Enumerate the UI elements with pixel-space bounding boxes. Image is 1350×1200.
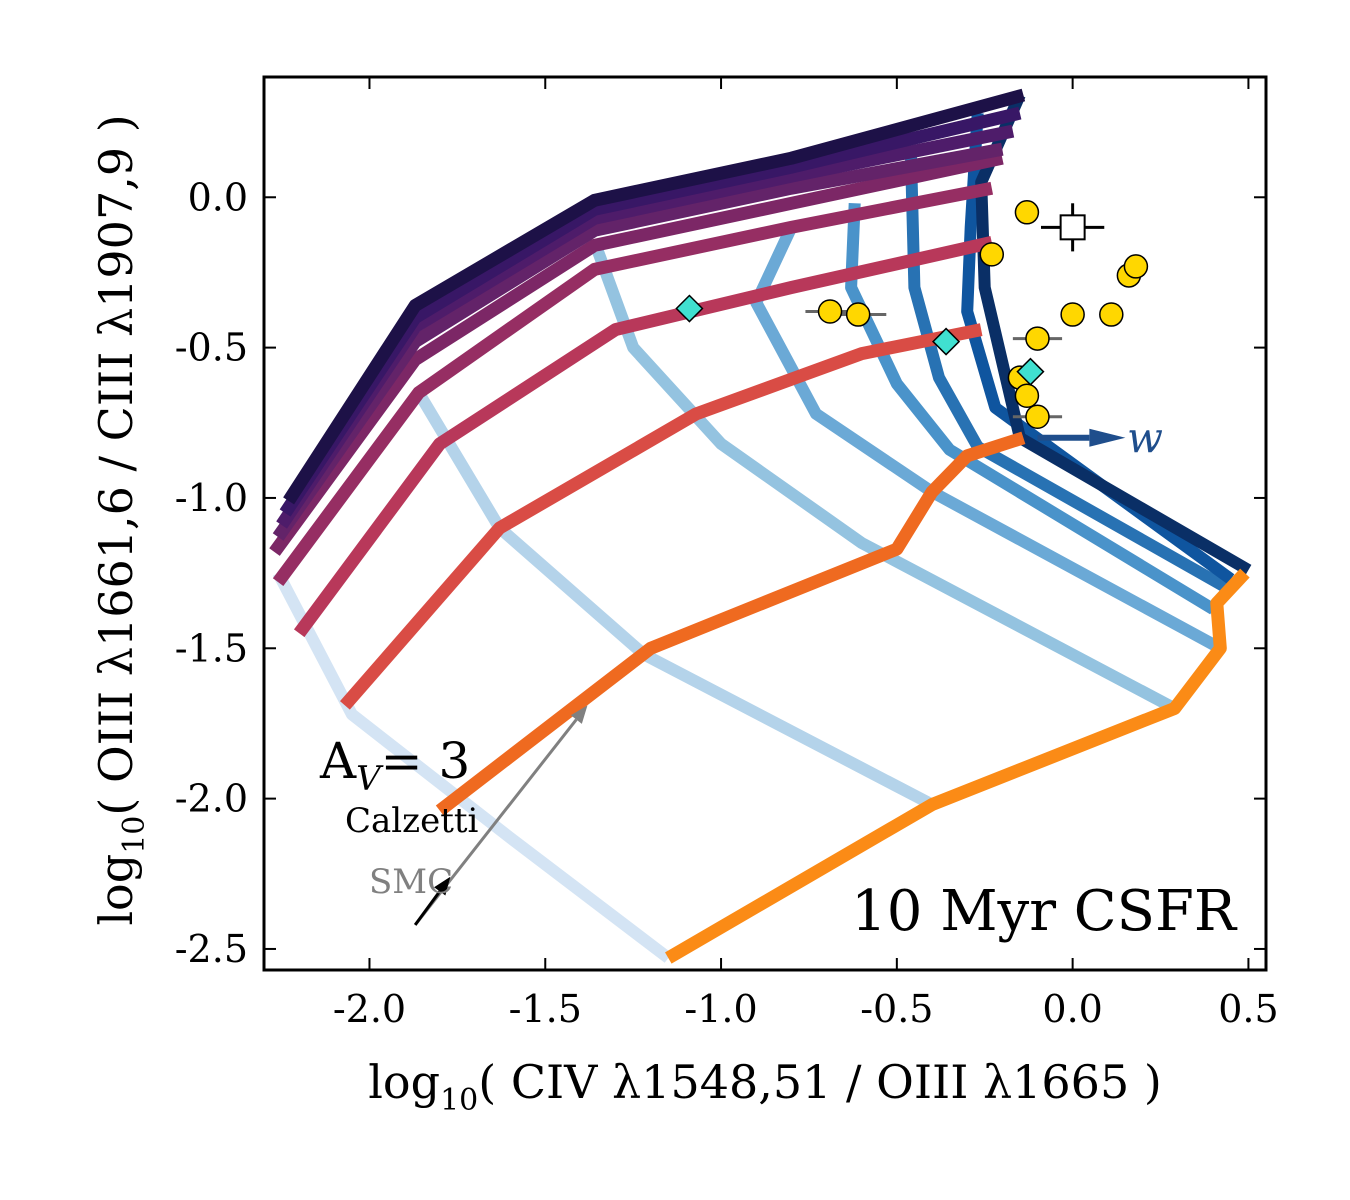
blue-line-5 (904, 152, 1231, 594)
y-tick-label-5: -2.5 (175, 927, 248, 971)
red-line-2 (340, 323, 983, 710)
av-label-sub: V (356, 759, 384, 799)
data-point-circle-6 (1099, 302, 1124, 327)
blue-line-2 (592, 249, 1178, 714)
red-line-1 (435, 431, 1026, 816)
blue-line-1 (413, 389, 935, 810)
axis-ticks: -2.0 -1.5 -1.0 -0.5 0.0 0.5 0.0 -0.5 -1.0 -1.5 -2.… (175, 77, 1279, 1031)
y-tick-label-3: -1.5 (175, 626, 248, 670)
data-point-diamond-2 (1016, 357, 1045, 386)
plot-frame (262, 75, 1268, 972)
data-point-square (1059, 214, 1086, 241)
x-tick-label-1: -1.5 (509, 987, 582, 1031)
smc-label: SMC (369, 862, 453, 902)
x-axis-label-text: ( CIV λ1548,51 / OIII λ1665 ) (478, 1055, 1162, 1109)
smc-arrow-head (434, 876, 451, 896)
y-tick-label-4: -2.0 (175, 777, 248, 821)
x-axis-label-sub: 10 (440, 1083, 478, 1118)
calzetti-label: Calzetti (345, 801, 479, 841)
data-point-circle-1 (979, 242, 1005, 267)
av-label-eq: = 3 (381, 732, 471, 790)
x-tick-label-0: -2.0 (333, 987, 406, 1031)
x-tick-label-5: 0.5 (1218, 987, 1278, 1031)
calzetti-arrow-head (570, 705, 588, 724)
csfr-label: 10 Myr CSFR (851, 879, 1238, 944)
y-axis-label: log10( OIII λ1661,6 / CIII λ1907,9 ) (89, 114, 152, 925)
data-point-circle-2 (817, 299, 843, 324)
x-axis-label-log: log (368, 1055, 440, 1109)
smc-arrow-shaft (413, 890, 441, 926)
data-point-circle-0 (1014, 200, 1040, 225)
data-point-circle-4 (1025, 326, 1050, 351)
red-model-lines (269, 88, 1250, 964)
data-point-diamond-1 (932, 327, 961, 356)
blue-line-4 (845, 203, 1217, 615)
arrows (413, 428, 1126, 926)
data-point-diamond-0 (675, 294, 704, 323)
w-arrow-head (1089, 428, 1126, 447)
red-line-5 (269, 151, 1004, 556)
y-axis-label-text: ( OIII λ1661,6 / CIII λ1907,9 ) (89, 114, 143, 815)
red-line-6 (272, 142, 1004, 541)
data-point-circle-8 (1123, 254, 1149, 279)
data-point-circle-5 (1060, 302, 1085, 327)
data-point-circle-3 (845, 302, 871, 327)
av-label-a: A (319, 732, 357, 790)
red-line-0 (665, 568, 1250, 964)
red-line-9 (283, 88, 1026, 505)
data-point-circle-11 (1025, 404, 1050, 430)
y-tick-label-0: 0.0 (188, 175, 248, 219)
y-axis-label-log: log (89, 854, 143, 926)
x-tick-label-4: 0.0 (1042, 987, 1102, 1031)
blue-line-0 (272, 570, 672, 963)
x-tick-label-3: -0.5 (860, 987, 933, 1031)
y-tick-label-1: -0.5 (175, 326, 248, 370)
w-label: w (1127, 413, 1163, 462)
data-markers (675, 200, 1149, 430)
blue-line-3 (750, 224, 1224, 654)
data-point-circle-10 (1014, 383, 1040, 408)
av-label: AV= 3 (319, 732, 470, 799)
x-axis-label: log10( CIV λ1548,51 / OIII λ1665 ) (368, 1055, 1162, 1118)
y-tick-label-2: -1.0 (175, 476, 248, 520)
red-line-4 (272, 181, 994, 586)
x-tick-label-2: -1.0 (684, 987, 757, 1031)
y-axis-label-sub: 10 (117, 816, 152, 854)
red-line-3 (293, 236, 994, 638)
